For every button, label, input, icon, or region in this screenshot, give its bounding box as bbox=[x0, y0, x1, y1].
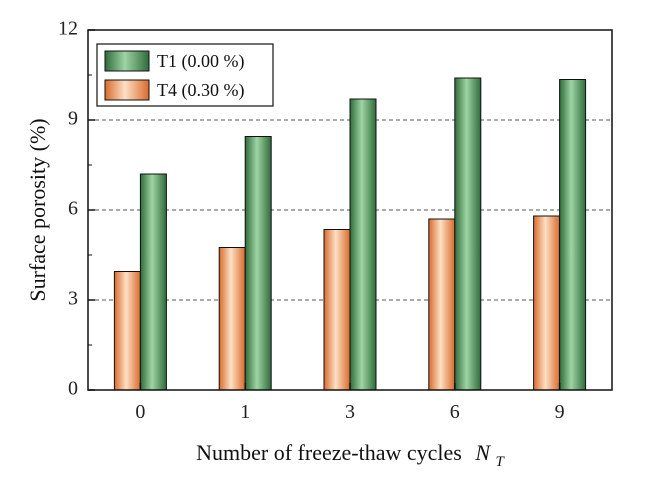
legend-label-t1: T1 (0.00 %) bbox=[157, 51, 244, 72]
legend: T1 (0.00 %) T4 (0.30 %) bbox=[96, 43, 274, 107]
x-axis-title-text: Number of freeze-thaw cycles bbox=[196, 440, 462, 465]
y-tick-label: 12 bbox=[58, 18, 78, 40]
x-tick-label: 9 bbox=[555, 401, 565, 423]
bar-t4-9 bbox=[533, 215, 561, 391]
bar-t1-9 bbox=[559, 79, 587, 391]
legend-swatch-t4 bbox=[104, 79, 150, 101]
bar-t1-1 bbox=[244, 136, 272, 391]
y-tick-label: 0 bbox=[68, 378, 78, 400]
legend-swatch-t1 bbox=[104, 50, 150, 72]
bar-t4-0 bbox=[113, 271, 141, 391]
x-axis-title: Number of freeze-thaw cycles N T bbox=[196, 440, 505, 470]
bar-t4-1 bbox=[218, 247, 246, 391]
bar-t1-6 bbox=[454, 77, 482, 391]
y-axis-title: Surface porosity (%) bbox=[25, 118, 50, 301]
y-tick-label: 6 bbox=[68, 198, 78, 220]
y-tick-label: 3 bbox=[68, 288, 78, 310]
bar-t1-3 bbox=[349, 98, 377, 391]
x-axis-title-subscript: T bbox=[496, 454, 506, 470]
x-tick-label: 3 bbox=[345, 401, 355, 423]
x-axis-title-symbol: N bbox=[474, 440, 491, 465]
y-tick-label: 9 bbox=[68, 108, 78, 130]
legend-label-t4: T4 (0.30 %) bbox=[157, 80, 244, 101]
axis-ticks bbox=[88, 29, 561, 391]
bar-t4-3 bbox=[323, 229, 351, 391]
tick-labels: 0 3 6 9 12 0 1 3 6 9 bbox=[58, 18, 565, 423]
x-tick-label: 6 bbox=[450, 401, 460, 423]
x-tick-label: 1 bbox=[240, 401, 250, 423]
bar-t1-0 bbox=[139, 173, 167, 391]
bars bbox=[113, 77, 587, 391]
x-tick-label: 0 bbox=[135, 401, 145, 423]
bar-t4-6 bbox=[428, 218, 456, 391]
